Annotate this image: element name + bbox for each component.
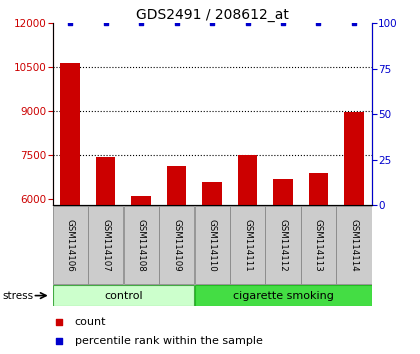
Bar xyxy=(60,63,80,354)
Text: cigarette smoking: cigarette smoking xyxy=(233,291,333,301)
Point xyxy=(351,20,357,26)
Text: GSM114109: GSM114109 xyxy=(172,219,181,272)
Text: control: control xyxy=(104,291,143,301)
Bar xyxy=(194,285,372,306)
Bar xyxy=(344,112,364,354)
Text: stress: stress xyxy=(2,291,33,301)
Bar xyxy=(52,285,194,306)
Text: count: count xyxy=(75,316,106,326)
Bar xyxy=(194,206,230,284)
Point xyxy=(102,20,109,26)
Text: GSM114106: GSM114106 xyxy=(66,219,75,272)
Text: GSM114110: GSM114110 xyxy=(207,219,217,272)
Bar xyxy=(301,206,336,284)
Text: GSM114108: GSM114108 xyxy=(136,219,146,272)
Point xyxy=(55,338,62,343)
Bar xyxy=(159,206,194,284)
Bar xyxy=(131,196,151,354)
Bar xyxy=(265,206,301,284)
Text: GSM114112: GSM114112 xyxy=(278,219,288,272)
Bar xyxy=(52,206,88,284)
Bar xyxy=(88,206,123,284)
Point xyxy=(209,20,215,26)
Bar xyxy=(309,173,328,354)
Point xyxy=(244,20,251,26)
Text: GSM114114: GSM114114 xyxy=(349,219,358,272)
Text: GSM114107: GSM114107 xyxy=(101,219,110,272)
Bar xyxy=(123,206,159,284)
Bar xyxy=(230,206,265,284)
Point xyxy=(173,20,180,26)
Bar xyxy=(238,155,257,354)
Bar xyxy=(96,158,116,354)
Point xyxy=(138,20,144,26)
Bar xyxy=(336,206,372,284)
Text: GSM114113: GSM114113 xyxy=(314,219,323,272)
Point xyxy=(55,319,62,324)
Point xyxy=(280,20,286,26)
Text: percentile rank within the sample: percentile rank within the sample xyxy=(75,336,263,346)
Text: GSM114111: GSM114111 xyxy=(243,219,252,272)
Point xyxy=(315,20,322,26)
Title: GDS2491 / 208612_at: GDS2491 / 208612_at xyxy=(136,8,289,22)
Bar xyxy=(167,166,186,354)
Point xyxy=(67,20,74,26)
Bar xyxy=(202,182,222,354)
Bar xyxy=(273,179,293,354)
